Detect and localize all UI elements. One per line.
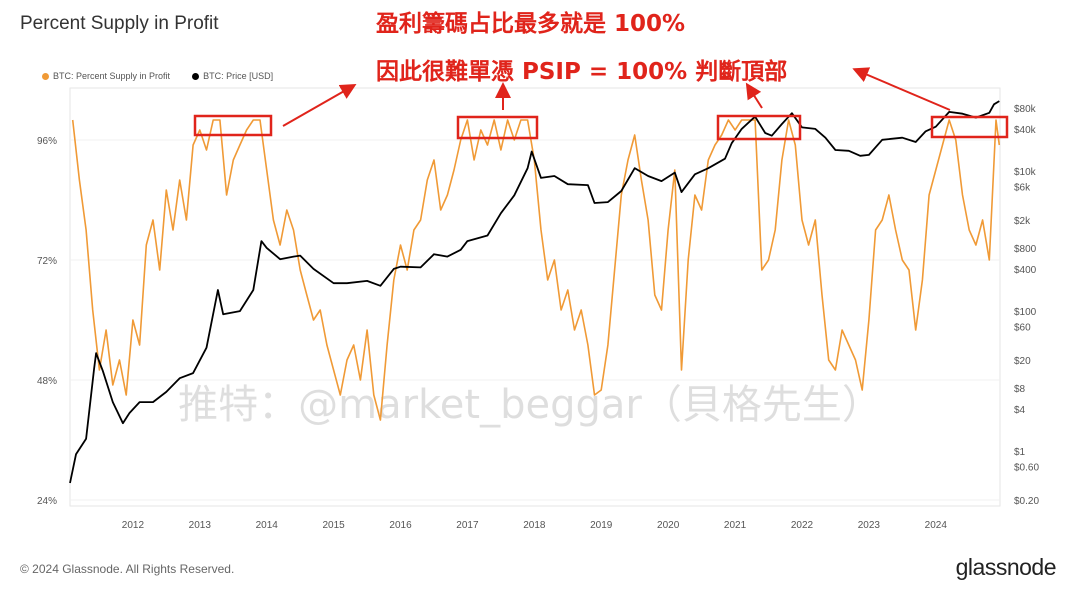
right-tick-label: $4 bbox=[1014, 405, 1026, 416]
x-tick-label: 2020 bbox=[657, 520, 680, 531]
x-tick-label: 2013 bbox=[189, 520, 212, 531]
highlight-box bbox=[193, 114, 273, 137]
annotation-arrow bbox=[282, 84, 357, 127]
right-tick-label: $60 bbox=[1014, 323, 1031, 334]
x-tick-label: 2015 bbox=[322, 520, 345, 531]
left-tick-label: 96% bbox=[37, 136, 57, 147]
glassnode-logo: glassnode bbox=[955, 554, 1057, 580]
highlight-box bbox=[456, 115, 539, 140]
x-tick-label: 2014 bbox=[256, 520, 279, 531]
watermark: 推特：@market_beggar（貝格先生） bbox=[178, 382, 882, 428]
price-line bbox=[69, 100, 1000, 484]
left-tick-label: 48% bbox=[37, 376, 57, 387]
x-tick-label: 2018 bbox=[523, 520, 546, 531]
right-tick-label: $10k bbox=[1014, 167, 1037, 178]
psip-dot-icon bbox=[42, 73, 49, 80]
legend-item-psip[interactable]: BTC: Percent Supply in Profit bbox=[42, 71, 170, 81]
right-tick-label: $0.60 bbox=[1014, 463, 1039, 474]
right-tick-label: $400 bbox=[1014, 265, 1037, 276]
x-tick-label: 2017 bbox=[456, 520, 479, 531]
copyright: © 2024 Glassnode. All Rights Reserved. bbox=[20, 562, 235, 576]
highlight-box bbox=[716, 114, 802, 141]
plot-area bbox=[69, 87, 1001, 507]
right-tick-label: $20 bbox=[1014, 356, 1031, 367]
highlight-box bbox=[930, 115, 1009, 139]
chart-title: Percent Supply in Profit bbox=[20, 13, 219, 34]
right-tick-label: $80k bbox=[1014, 104, 1037, 115]
annotation-arrow bbox=[852, 67, 951, 111]
psip-line bbox=[71, 119, 1001, 421]
legend-label: BTC: Price [USD] bbox=[203, 71, 274, 81]
left-tick-label: 24% bbox=[37, 496, 57, 507]
legend-item-price[interactable]: BTC: Price [USD] bbox=[192, 71, 273, 81]
right-tick-label: $1 bbox=[1014, 447, 1026, 458]
price-dot-icon bbox=[192, 73, 200, 80]
legend: BTC: Percent Supply in Profit BTC: Price… bbox=[42, 71, 273, 81]
x-tick-label: 2019 bbox=[590, 520, 613, 531]
x-tick-label: 2024 bbox=[925, 520, 948, 531]
right-tick-label: $0.20 bbox=[1014, 496, 1039, 507]
annotation-line-1: 盈利籌碼占比最多就是 100% bbox=[376, 11, 686, 37]
x-tick-label: 2023 bbox=[858, 520, 881, 531]
right-tick-label: $800 bbox=[1014, 244, 1037, 255]
x-tick-label: 2022 bbox=[791, 520, 814, 531]
right-tick-label: $8 bbox=[1014, 384, 1026, 395]
right-tick-label: $40k bbox=[1014, 125, 1037, 136]
legend-label: BTC: Percent Supply in Profit bbox=[53, 71, 171, 81]
annotation-line-2: 因此很難單憑 PSIP = 100% 判斷頂部 bbox=[376, 59, 788, 85]
right-tick-label: $100 bbox=[1014, 307, 1037, 318]
x-tick-label: 2021 bbox=[724, 520, 747, 531]
x-tick-label: 2012 bbox=[122, 520, 145, 531]
annotation-arrow bbox=[745, 82, 763, 109]
right-tick-label: $6k bbox=[1014, 183, 1031, 194]
left-tick-label: 72% bbox=[37, 256, 57, 267]
x-tick-label: 2016 bbox=[389, 520, 412, 531]
right-tick-label: $2k bbox=[1014, 216, 1031, 227]
